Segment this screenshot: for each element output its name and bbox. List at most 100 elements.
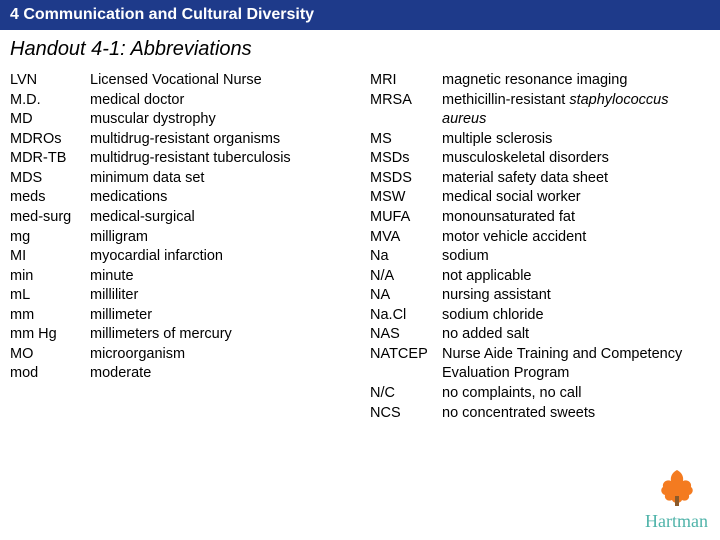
abbr-term: MSDS: [370, 169, 442, 189]
abbr-entry: MImyocardial infarction: [10, 247, 350, 267]
abbr-term: Na.Cl: [370, 306, 442, 326]
tree-icon: [645, 468, 708, 513]
abbr-term: med-surg: [10, 208, 90, 228]
abbr-definition: multidrug-resistant organisms: [90, 130, 350, 150]
abbr-term: NATCEP: [370, 345, 442, 365]
abbr-entry: MUFAmonounsaturated fat: [370, 208, 710, 228]
abbr-definition: sodium chloride: [442, 306, 710, 326]
abbr-entry: MDR-TBmultidrug-resistant tuberculosis: [10, 149, 350, 169]
abbr-term: mod: [10, 364, 90, 384]
abbr-term: MUFA: [370, 208, 442, 228]
left-column: LVNLicensed Vocational NurseM.D.medical …: [10, 71, 350, 423]
abbr-entry: mgmilligram: [10, 228, 350, 248]
abbr-definition: motor vehicle accident: [442, 228, 710, 248]
abbr-entry: MDmuscular dystrophy: [10, 110, 350, 130]
abbr-definition: nursing assistant: [442, 286, 710, 306]
abbr-entry: Na.Clsodium chloride: [370, 306, 710, 326]
chapter-header: 4 Communication and Cultural Diversity: [0, 0, 720, 30]
abbr-entry: MVAmotor vehicle accident: [370, 228, 710, 248]
abbr-definition: milliliter: [90, 286, 350, 306]
abbr-entry: MDROsmultidrug-resistant organisms: [10, 130, 350, 150]
abbr-definition: medical doctor: [90, 91, 350, 111]
abbr-term: mg: [10, 228, 90, 248]
abbr-definition: multidrug-resistant tuberculosis: [90, 149, 350, 169]
abbr-entry: mLmilliliter: [10, 286, 350, 306]
abbr-term: MO: [10, 345, 90, 365]
abbr-entry: N/Cno complaints, no call: [370, 384, 710, 404]
right-column: MRImagnetic resonance imagingMRSAmethici…: [370, 71, 710, 423]
abbr-entry: NAnursing assistant: [370, 286, 710, 306]
abbr-term: MDS: [10, 169, 90, 189]
abbr-entry: M.D.medical doctor: [10, 91, 350, 111]
abbr-entry: LVNLicensed Vocational Nurse: [10, 71, 350, 91]
abbr-definition: milligram: [90, 228, 350, 248]
abbr-entry: NASno added salt: [370, 325, 710, 345]
publisher-logo: Hartman: [645, 468, 708, 532]
abbr-term: MD: [10, 110, 90, 130]
abbr-term: MSDs: [370, 149, 442, 169]
abbr-term: NA: [370, 286, 442, 306]
abbr-entry: med-surgmedical-surgical: [10, 208, 350, 228]
abbr-definition: myocardial infarction: [90, 247, 350, 267]
abbr-term: M.D.: [10, 91, 90, 111]
brand-name: Hartman: [645, 511, 708, 532]
abbr-entry: MRImagnetic resonance imaging: [370, 71, 710, 91]
abbreviation-columns: LVNLicensed Vocational NurseM.D.medical …: [0, 71, 720, 423]
abbr-term: mL: [10, 286, 90, 306]
abbr-definition: monounsaturated fat: [442, 208, 710, 228]
abbr-term: MVA: [370, 228, 442, 248]
abbr-term: MSW: [370, 188, 442, 208]
abbr-term: MRI: [370, 71, 442, 91]
abbr-definition: microorganism: [90, 345, 350, 365]
abbr-definition: medications: [90, 188, 350, 208]
abbr-definition: not applicable: [442, 267, 710, 287]
handout-title: Handout 4-1: Abbreviations: [0, 30, 720, 71]
abbr-definition: no concentrated sweets: [442, 404, 710, 424]
abbr-term: MDR-TB: [10, 149, 90, 169]
abbr-entry: medsmedications: [10, 188, 350, 208]
abbr-entry: MDSminimum data set: [10, 169, 350, 189]
abbr-definition: muscular dystrophy: [90, 110, 350, 130]
abbr-term: MDROs: [10, 130, 90, 150]
abbr-definition: sodium: [442, 247, 710, 267]
abbr-term: meds: [10, 188, 90, 208]
abbr-definition: Nurse Aide Training and Competency Evalu…: [442, 345, 710, 384]
abbr-term: NCS: [370, 404, 442, 424]
abbr-definition: methicillin-resistant staphylococcus aur…: [442, 91, 710, 130]
abbr-term: MS: [370, 130, 442, 150]
abbr-term: MI: [10, 247, 90, 267]
abbr-term: Na: [370, 247, 442, 267]
abbr-entry: mmmillimeter: [10, 306, 350, 326]
abbr-definition: medical-surgical: [90, 208, 350, 228]
abbr-entry: modmoderate: [10, 364, 350, 384]
abbr-term: min: [10, 267, 90, 287]
abbr-term: N/C: [370, 384, 442, 404]
abbr-entry: mm Hgmillimeters of mercury: [10, 325, 350, 345]
abbr-entry: MOmicroorganism: [10, 345, 350, 365]
abbr-entry: MSDsmusculoskeletal disorders: [370, 149, 710, 169]
abbr-definition: millimeters of mercury: [90, 325, 350, 345]
abbr-entry: NATCEPNurse Aide Training and Competency…: [370, 345, 710, 384]
abbr-term: NAS: [370, 325, 442, 345]
abbr-definition: multiple sclerosis: [442, 130, 710, 150]
abbr-term: MRSA: [370, 91, 442, 111]
abbr-definition: moderate: [90, 364, 350, 384]
abbr-entry: MSDSmaterial safety data sheet: [370, 169, 710, 189]
abbr-entry: minminute: [10, 267, 350, 287]
abbr-term: mm: [10, 306, 90, 326]
abbr-definition: magnetic resonance imaging: [442, 71, 710, 91]
abbr-entry: NCSno concentrated sweets: [370, 404, 710, 424]
abbr-term: mm Hg: [10, 325, 90, 345]
abbr-entry: MRSAmethicillin-resistant staphylococcus…: [370, 91, 710, 130]
abbr-definition: no complaints, no call: [442, 384, 710, 404]
abbr-entry: N/Anot applicable: [370, 267, 710, 287]
abbr-definition: minimum data set: [90, 169, 350, 189]
abbr-term: N/A: [370, 267, 442, 287]
abbr-definition: millimeter: [90, 306, 350, 326]
abbr-entry: MSmultiple sclerosis: [370, 130, 710, 150]
abbr-term: LVN: [10, 71, 90, 91]
abbr-definition: material safety data sheet: [442, 169, 710, 189]
abbr-definition: minute: [90, 267, 350, 287]
abbr-entry: Nasodium: [370, 247, 710, 267]
abbr-definition: Licensed Vocational Nurse: [90, 71, 350, 91]
